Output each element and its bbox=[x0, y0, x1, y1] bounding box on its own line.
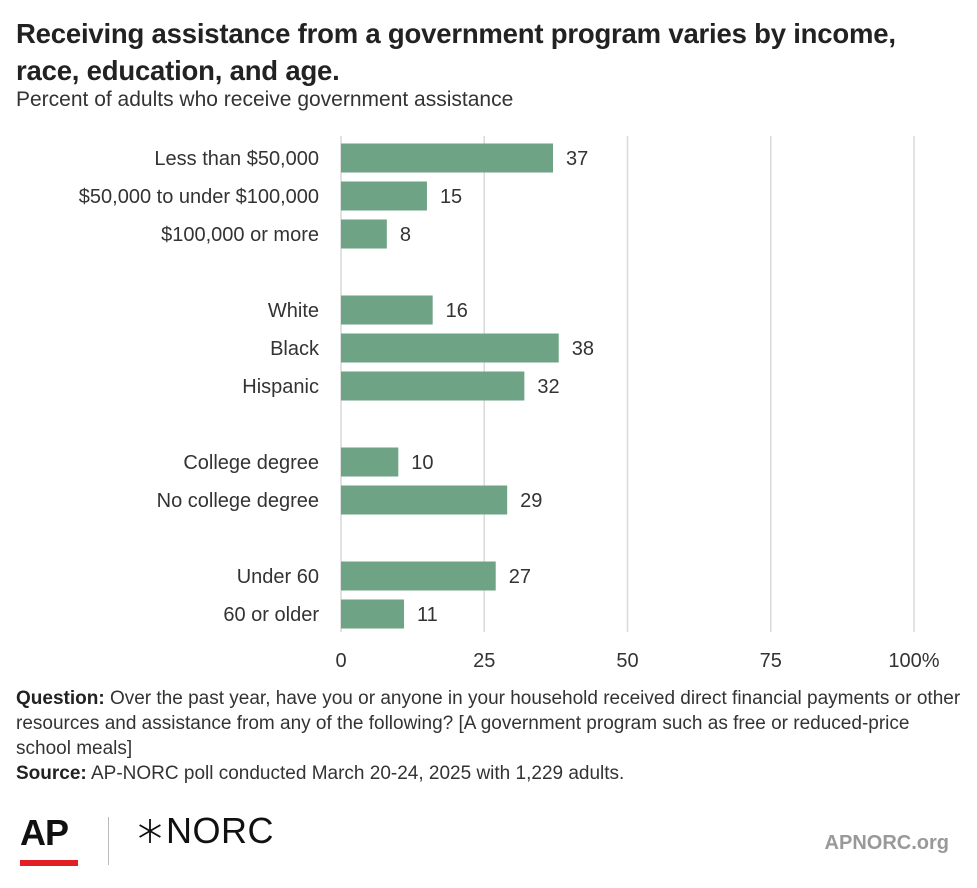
value-labels: 37 15 8 16 38 32 10 29 27 11 bbox=[400, 148, 594, 626]
chart-subtitle: Percent of adults who receive government… bbox=[16, 88, 514, 111]
ap-logo: AP bbox=[20, 814, 78, 866]
bar-college-degree bbox=[341, 447, 399, 477]
source-text: AP-NORC poll conducted March 20-24, 2025… bbox=[90, 763, 625, 784]
value-label: 10 bbox=[411, 452, 433, 474]
norc-logo-text: NORC bbox=[166, 810, 274, 851]
value-label: 15 bbox=[440, 186, 462, 208]
category-label: Black bbox=[270, 338, 320, 360]
bar-hispanic bbox=[341, 371, 525, 401]
bar-chart: Less than $50,000 $50,000 to under $100,0… bbox=[79, 136, 940, 672]
x-tick-label: 75 bbox=[760, 650, 782, 672]
chart-title: Receiving assistance from a government p… bbox=[16, 18, 896, 86]
value-label: 29 bbox=[520, 490, 542, 512]
category-label: No college degree bbox=[157, 490, 319, 512]
site-link[interactable]: APNORC.org bbox=[824, 832, 949, 854]
question-note: Question: Over the past year, have you o… bbox=[16, 686, 961, 761]
category-label: White bbox=[268, 300, 319, 322]
category-label: $100,000 or more bbox=[161, 224, 319, 246]
bar-under-60 bbox=[341, 561, 496, 591]
norc-star-icon bbox=[139, 819, 161, 843]
category-label: Less than $50,000 bbox=[154, 148, 319, 170]
norc-logo: NORC bbox=[136, 811, 274, 851]
chart-notes: Question: Over the past year, have you o… bbox=[16, 686, 961, 786]
value-label: 27 bbox=[509, 566, 531, 588]
bar-black bbox=[341, 333, 559, 363]
logo-divider bbox=[108, 817, 109, 865]
value-label: 16 bbox=[446, 300, 468, 322]
ap-logo-bar bbox=[20, 860, 78, 866]
x-axis-ticks: 0 25 50 75 100% bbox=[335, 650, 939, 672]
value-label: 37 bbox=[566, 148, 588, 170]
category-label: College degree bbox=[183, 452, 319, 474]
value-label: 38 bbox=[572, 338, 594, 360]
bar-60-or-older bbox=[341, 599, 405, 629]
category-label: 60 or older bbox=[223, 604, 319, 626]
value-label: 8 bbox=[400, 224, 411, 246]
category-label: Under 60 bbox=[237, 566, 319, 588]
bar-no-college-degree bbox=[341, 485, 508, 515]
bars bbox=[341, 143, 559, 629]
ap-logo-text: AP bbox=[20, 812, 69, 853]
x-tick-label: 100% bbox=[888, 650, 939, 672]
gridlines bbox=[340, 136, 915, 632]
category-labels: Less than $50,000 $50,000 to under $100,0… bbox=[79, 148, 320, 626]
bar-100-000-or-more bbox=[341, 219, 387, 249]
x-tick-label: 25 bbox=[473, 650, 495, 672]
question-label: Question: bbox=[16, 688, 105, 709]
source-note: Source: AP-NORC poll conducted March 20-… bbox=[16, 761, 961, 786]
value-label: 11 bbox=[417, 604, 438, 626]
question-text: Over the past year, have you or anyone i… bbox=[16, 688, 961, 759]
value-label: 32 bbox=[537, 376, 559, 398]
bar-less-than-50-000 bbox=[341, 143, 554, 173]
category-label: $50,000 to under $100,000 bbox=[79, 186, 319, 208]
x-tick-label: 0 bbox=[335, 650, 346, 672]
source-label: Source: bbox=[16, 763, 87, 784]
category-label: Hispanic bbox=[242, 376, 319, 398]
bar-50-000-to-under-100-000 bbox=[341, 181, 427, 211]
x-tick-label: 50 bbox=[616, 650, 638, 672]
bar-white bbox=[341, 295, 433, 325]
